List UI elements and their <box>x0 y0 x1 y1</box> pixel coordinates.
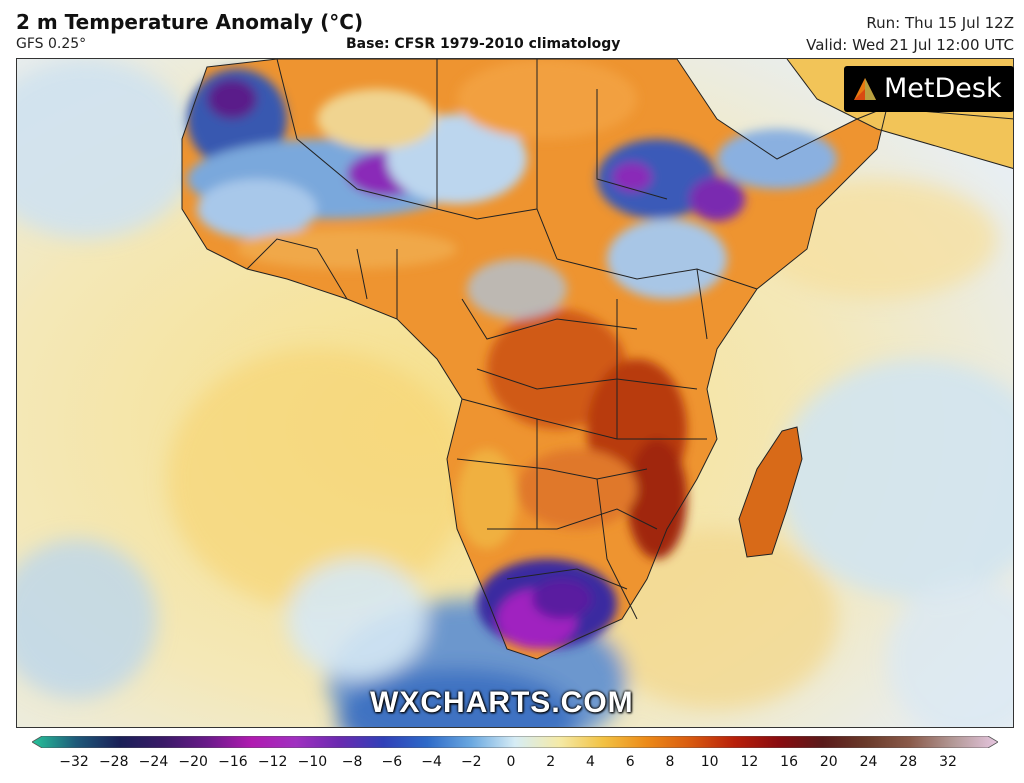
land-anomaly-layer <box>187 59 837 649</box>
colorbar-tick: 2 <box>546 754 556 770</box>
colorbar-tick: −16 <box>218 754 248 770</box>
colorbar-tick: 4 <box>585 754 595 770</box>
colorbar-tick: −12 <box>257 754 288 770</box>
colorbar-tick: −28 <box>98 754 129 770</box>
colorbar-tick: −2 <box>460 754 482 770</box>
chart-title: 2 m Temperature Anomaly (°C) <box>16 10 364 34</box>
colorbar-tick: −32 <box>59 754 89 770</box>
metdesk-logo-icon <box>854 78 876 100</box>
colorbar-tick: 0 <box>506 754 516 770</box>
colorbar-tick: 32 <box>939 754 957 770</box>
valid-time-label: Valid: Wed 21 Jul 12:00 UTC <box>806 36 1014 54</box>
temperature-anomaly-map <box>16 58 1014 728</box>
colorbar-tick: 8 <box>665 754 675 770</box>
colorbar-tick: 24 <box>859 754 878 770</box>
colorbar-tick: 10 <box>700 754 719 770</box>
wxcharts-watermark: WXCHARTS.COM <box>370 686 634 719</box>
colorbar-tick: −8 <box>341 754 363 770</box>
colorbar-tick: −10 <box>297 754 328 770</box>
madagascar-landmass <box>739 427 802 557</box>
run-time-label: Run: Thu 15 Jul 12Z <box>866 14 1014 32</box>
colorbar-tick: −4 <box>421 754 442 770</box>
colorbar <box>32 736 998 748</box>
base-climatology-label: Base: CFSR 1979-2010 climatology <box>346 36 621 52</box>
country-borders <box>181 59 1013 660</box>
colorbar-tick-labels: −32 −28 −24 −20 −16 −12 −10 −8 −6 −4 −2 0 2 4 6 8 10 12 16… <box>0 754 1024 774</box>
colorbar-tick: −24 <box>138 754 169 770</box>
ocean-anomaly-layer <box>17 59 1013 727</box>
colorbar-tick: −6 <box>381 754 403 770</box>
colorbar-tick: 16 <box>780 754 798 770</box>
chart-header: 2 m Temperature Anomaly (°C) GFS 0.25° B… <box>0 0 1024 56</box>
colorbar-tick: 12 <box>740 754 759 770</box>
colorbar-scale <box>32 736 998 748</box>
colorbar-tick: 20 <box>819 754 838 770</box>
colorbar-tick: 6 <box>625 754 635 770</box>
metdesk-logo: MetDesk <box>844 66 1014 112</box>
colorbar-tick: −20 <box>178 754 208 770</box>
colorbar-tick: 28 <box>899 754 918 770</box>
map-canvas <box>17 59 1013 727</box>
model-label: GFS 0.25° <box>16 36 87 52</box>
metdesk-logo-text: MetDesk <box>884 73 1002 104</box>
